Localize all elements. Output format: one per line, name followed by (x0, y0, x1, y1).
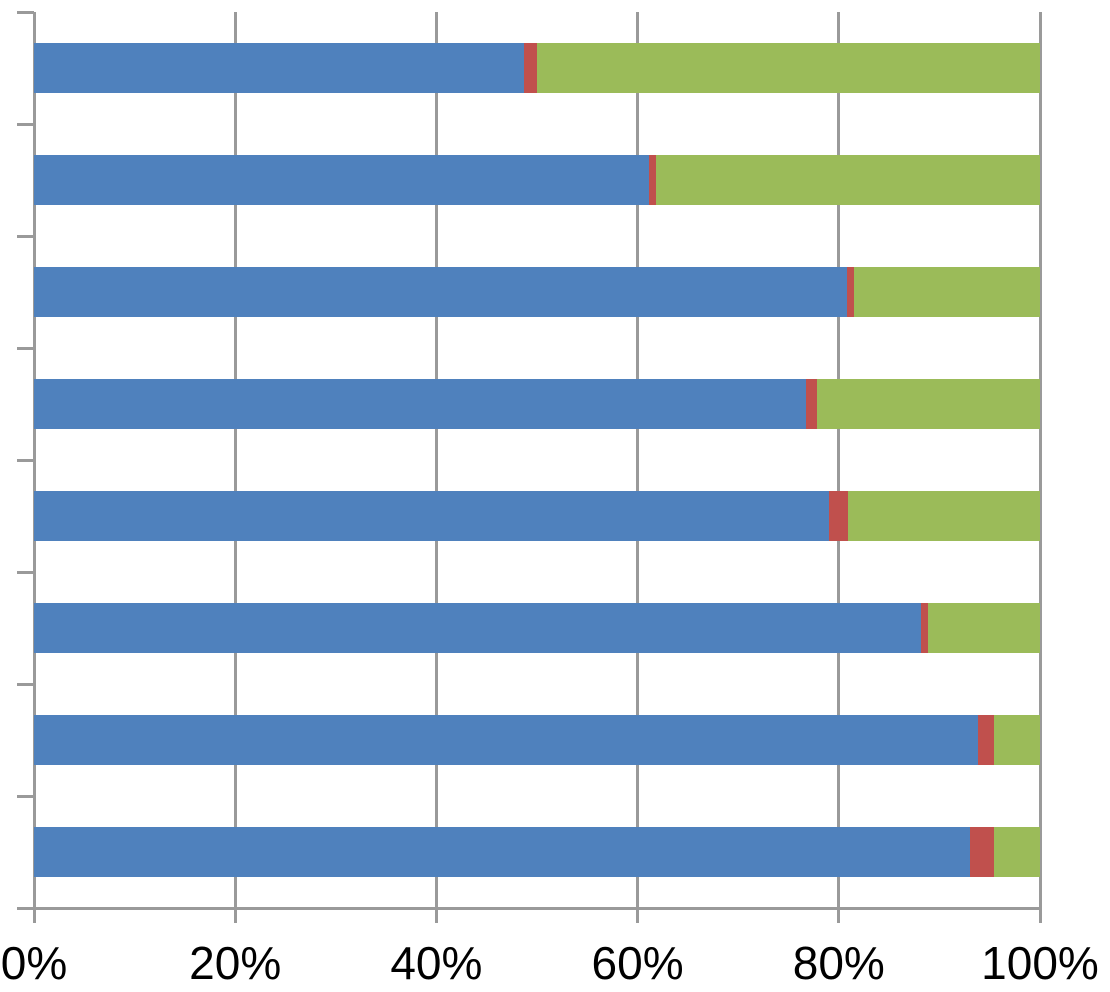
y-axis-tick (17, 346, 34, 350)
bar-row (34, 827, 1040, 877)
bar-segment-blue (34, 155, 649, 205)
bar-row (34, 603, 1040, 653)
x-axis-tick-label: 60% (591, 937, 684, 989)
y-axis-tick (17, 570, 34, 574)
y-axis-tick (17, 122, 34, 126)
bar-segment-red (969, 827, 994, 877)
bar-segment-green (816, 379, 1040, 429)
x-gridline (434, 12, 438, 908)
bar-segment-red (921, 603, 929, 653)
y-axis-tick (17, 234, 34, 238)
bar-row (34, 267, 1040, 317)
y-axis-tick (17, 10, 34, 14)
x-axis-tick-label: 80% (792, 937, 885, 989)
bar-segment-green (655, 155, 1040, 205)
bar-segment-green (847, 491, 1040, 541)
bar-row (34, 43, 1040, 93)
x-axis-tick-label: 20% (189, 937, 282, 989)
x-axis-tick (233, 908, 237, 923)
bar-row (34, 491, 1040, 541)
bar-row (34, 155, 1040, 205)
bar-row (34, 715, 1040, 765)
bar-segment-red (805, 379, 817, 429)
bar-segment-red (828, 491, 848, 541)
plot-area (17, 10, 1042, 923)
bar-segment-blue (34, 379, 806, 429)
x-gridline (1038, 12, 1042, 908)
y-axis-tick (17, 458, 34, 462)
bar-segment-green (928, 603, 1040, 653)
bar-segment-green (536, 43, 1040, 93)
x-axis-tick-labels: 0% 20% 40% 60% 80% 100% (1, 937, 1099, 992)
x-axis-tick (636, 908, 640, 923)
x-gridline (837, 12, 841, 908)
bar-segment-red (977, 715, 994, 765)
bar-segment-blue (34, 603, 922, 653)
bar-segment-blue (34, 715, 978, 765)
x-axis-tick-label: 0% (0, 937, 68, 989)
bar-segment-blue (34, 43, 524, 93)
y-axis-tick (17, 682, 34, 686)
x-axis-tick (32, 908, 36, 923)
x-axis-tick-label: 40% (390, 937, 483, 989)
x-axis-line (18, 906, 1040, 910)
x-gridline (636, 12, 640, 908)
y-axis-tick (17, 794, 34, 798)
bar-segment-green (993, 715, 1040, 765)
bar-segment-blue (34, 267, 847, 317)
x-gridline (32, 12, 36, 908)
x-axis-tick (1038, 908, 1042, 923)
bar-segment-red (648, 155, 656, 205)
x-axis-tick-label: 100% (981, 937, 1099, 989)
bar-segment-green (993, 827, 1040, 877)
x-gridline (233, 12, 237, 908)
bar-segment-blue (34, 491, 829, 541)
bar-segment-red (523, 43, 537, 93)
bar-segment-green (853, 267, 1040, 317)
bar-segment-red (846, 267, 854, 317)
bar-row (34, 379, 1040, 429)
x-axis-tick (837, 908, 841, 923)
bar-segment-blue (34, 827, 970, 877)
x-axis-tick (434, 908, 438, 923)
